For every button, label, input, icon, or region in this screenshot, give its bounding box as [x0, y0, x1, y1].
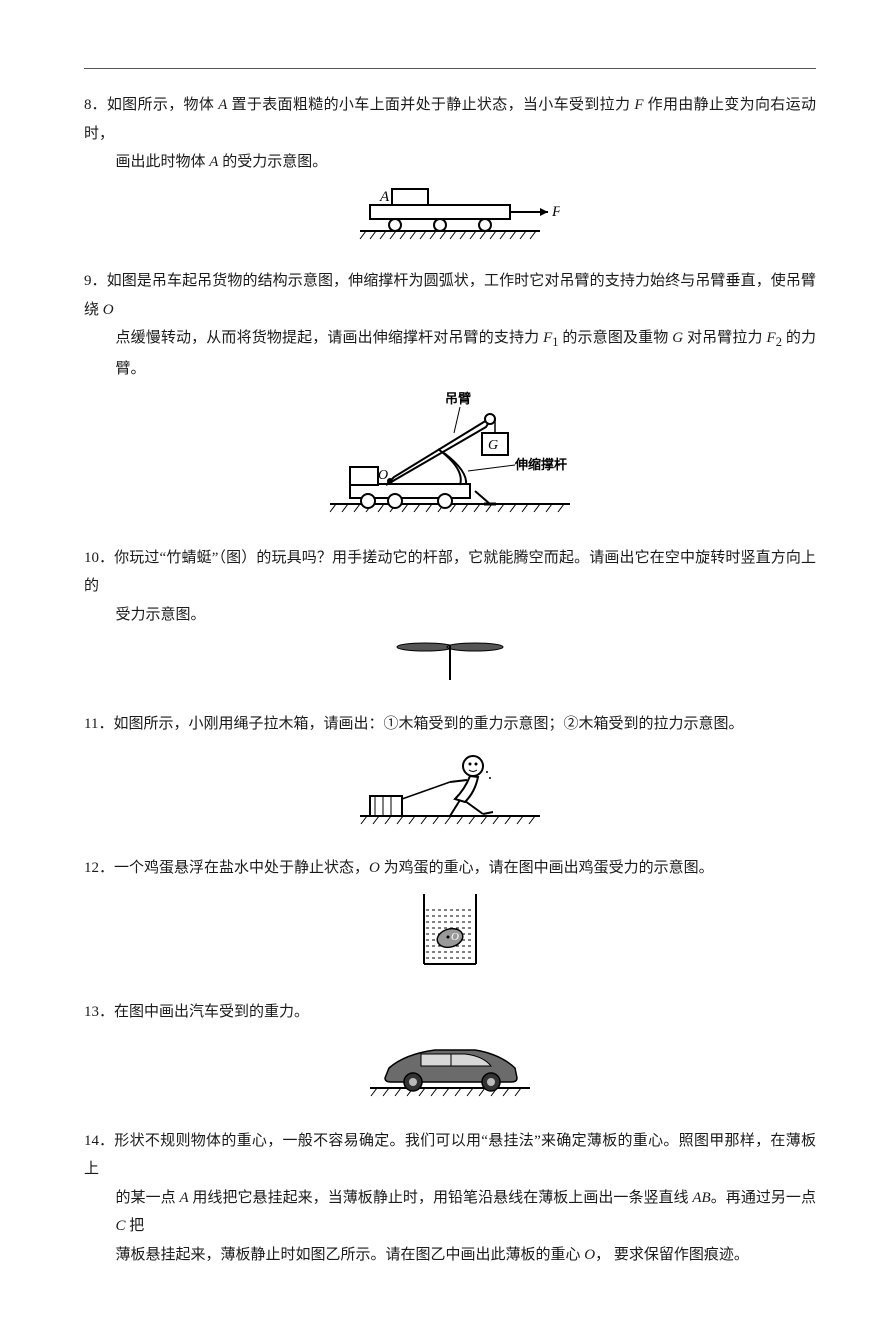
q9-num: 9．	[84, 267, 107, 296]
q11-num: 11．	[84, 710, 113, 739]
q8-line2: 画出此时物体 A 的受力示意图。	[84, 148, 816, 177]
q8-num: 8．	[84, 91, 107, 120]
label-o: O	[451, 931, 459, 943]
q10-figure	[84, 635, 816, 696]
q12-figure: O	[84, 888, 816, 984]
question-11: 11．如图所示，小刚用绳子拉木箱，请画出：①木箱受到的重力示意图；②木箱受到的拉…	[84, 710, 816, 840]
q10-num: 10．	[84, 544, 114, 573]
q12-text: 12．一个鸡蛋悬浮在盐水中处于静止状态，O 为鸡蛋的重心，请在图中画出鸡蛋受力的…	[84, 854, 816, 883]
q11-figure	[84, 744, 816, 840]
question-10: 10．你玩过“竹蜻蜓”（图）的玩具吗？用手搓动它的杆部，它就能腾空而起。请画出它…	[84, 544, 816, 696]
q13-num: 13．	[84, 998, 114, 1027]
q9-text: 9．如图是吊车起吊货物的结构示意图，伸缩撑杆为圆弧状，工作时它对吊臂的支持力始终…	[84, 267, 816, 383]
label-o: O	[378, 468, 388, 483]
question-13: 13．在图中画出汽车受到的重力。	[84, 998, 816, 1113]
label-f: F	[551, 204, 560, 220]
q13-figure	[84, 1032, 816, 1113]
bamboo-dragonfly-icon	[390, 635, 510, 685]
q13-text: 13．在图中画出汽车受到的重力。	[84, 998, 816, 1027]
q12-num: 12．	[84, 854, 114, 883]
q8-figure: A	[84, 183, 816, 254]
q14-text: 14．形状不规则物体的重心，一般不容易确定。我们可以用“悬挂法”来确定薄板的重心…	[84, 1127, 816, 1270]
q14-line3: 薄板悬挂起来，薄板静止时如图乙所示。请在图乙中画出此薄板的重心 O， 要求保留作…	[84, 1241, 816, 1270]
label-arm: 吊臂	[445, 391, 471, 406]
label-g: G	[488, 438, 498, 453]
egg-in-saltwater-icon: O	[410, 888, 490, 973]
question-9: 9．如图是吊车起吊货物的结构示意图，伸缩撑杆为圆弧状，工作时它对吊臂的支持力始终…	[84, 267, 816, 530]
question-12: 12．一个鸡蛋悬浮在盐水中处于静止状态，O 为鸡蛋的重心，请在图中画出鸡蛋受力的…	[84, 854, 816, 984]
q8-text: 8．如图所示，物体 A 置于表面粗糙的小车上面并处于静止状态，当小车受到拉力 F…	[84, 91, 816, 177]
q14-num: 14．	[84, 1127, 114, 1156]
boy-pulling-box-icon	[355, 744, 545, 829]
top-rule	[84, 68, 816, 69]
label-strut: 伸缩撑杆	[514, 457, 567, 472]
car-on-ground-icon	[365, 1032, 535, 1102]
q11-text: 11．如图所示，小刚用绳子拉木箱，请画出：①木箱受到的重力示意图；②木箱受到的拉…	[84, 710, 816, 739]
q9-line2: 点缓慢转动，从而将货物提起，请画出伸缩撑杆对吊臂的支持力 F1 的示意图及重物 …	[84, 324, 816, 383]
q14-line2: 的某一点 A 用线把它悬挂起来，当薄板静止时，用铅笔沿悬线在薄板上画出一条竖直线…	[84, 1184, 816, 1241]
question-14: 14．形状不规则物体的重心，一般不容易确定。我们可以用“悬挂法”来确定薄板的重心…	[84, 1127, 816, 1270]
q9-figure: O G 吊臂 伸缩撑杆	[84, 389, 816, 530]
label-a: A	[379, 189, 390, 205]
q10-text: 10．你玩过“竹蜻蜓”（图）的玩具吗？用手搓动它的杆部，它就能腾空而起。请画出它…	[84, 544, 816, 630]
q10-line2: 受力示意图。	[84, 601, 816, 630]
page: 8．如图所示，物体 A 置于表面粗糙的小车上面并处于静止状态，当小车受到拉力 F…	[0, 0, 892, 1317]
question-8: 8．如图所示，物体 A 置于表面粗糙的小车上面并处于静止状态，当小车受到拉力 F…	[84, 91, 816, 253]
crane-truck-icon: O G 吊臂 伸缩撑杆	[320, 389, 580, 519]
block-on-cart-icon: A	[340, 183, 560, 243]
